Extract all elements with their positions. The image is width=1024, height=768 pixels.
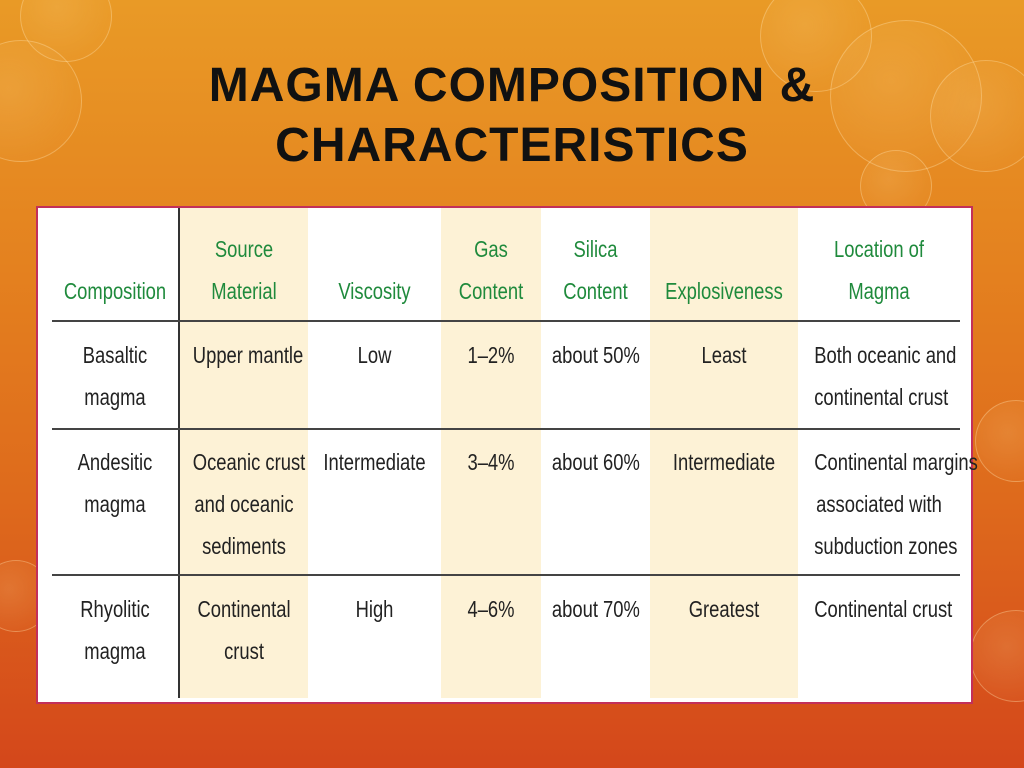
- cell-viscosity: Low: [357, 342, 392, 368]
- cell-source-material: Oceanic crust and oceanic sediments: [192, 449, 306, 559]
- cell-source-material: Continental crust: [197, 596, 291, 664]
- cell-composition: Basaltic magma: [82, 342, 148, 410]
- header-gas-content: Gas Content: [458, 236, 524, 304]
- decorative-bubble: [975, 400, 1024, 482]
- cell-explosiveness: Greatest: [688, 596, 760, 622]
- source-column-highlight: [180, 208, 308, 698]
- cell-viscosity: Intermediate: [323, 449, 426, 475]
- gas-column-highlight: [441, 208, 541, 698]
- magma-table: Composition Source Material Viscosity Gas…: [36, 206, 978, 704]
- cell-silica-content: about 60%: [551, 449, 640, 475]
- cell-explosiveness: Least: [701, 342, 747, 368]
- header-source-material: Source Material: [211, 236, 277, 304]
- decorative-bubble: [930, 60, 1024, 172]
- cell-location: Continental crust: [814, 596, 953, 622]
- header-location: Location of Magma: [833, 236, 925, 304]
- slide-title-line-1: MAGMA COMPOSITION &: [208, 59, 816, 112]
- decorative-bubble: [970, 610, 1024, 702]
- cell-gas-content: 1–2%: [467, 342, 515, 368]
- row-divider: [52, 574, 960, 576]
- explosiveness-column-highlight: [650, 208, 798, 698]
- header-viscosity: Viscosity: [338, 278, 411, 304]
- cell-explosiveness: Intermediate: [672, 449, 776, 475]
- cell-composition: Andesitic magma: [77, 449, 153, 517]
- magma-table-body: Composition Source Material Viscosity Gas…: [52, 208, 978, 698]
- row-divider: [52, 428, 960, 430]
- cell-location: Both oceanic and continental crust: [814, 342, 957, 410]
- cell-composition: Rhyolitic magma: [80, 596, 150, 664]
- cell-viscosity: High: [355, 596, 394, 622]
- cell-location: Continental margins associated with subd…: [814, 449, 978, 559]
- header-divider: [52, 320, 960, 322]
- cell-gas-content: 4–6%: [467, 596, 515, 622]
- slide-title-line-2: CHARACTERISTICS: [275, 119, 749, 172]
- cell-gas-content: 3–4%: [467, 449, 515, 475]
- cell-silica-content: about 50%: [551, 342, 640, 368]
- cell-silica-content: about 70%: [551, 596, 640, 622]
- cell-source-material: Upper mantle: [192, 342, 304, 368]
- header-explosiveness: Explosiveness: [665, 278, 783, 304]
- header-silica-content: Silica Content: [563, 236, 628, 304]
- slide-title: MAGMA COMPOSITION & CHARACTERISTICS: [0, 56, 1024, 176]
- header-composition: Composition: [63, 278, 167, 304]
- column-divider: [178, 208, 180, 698]
